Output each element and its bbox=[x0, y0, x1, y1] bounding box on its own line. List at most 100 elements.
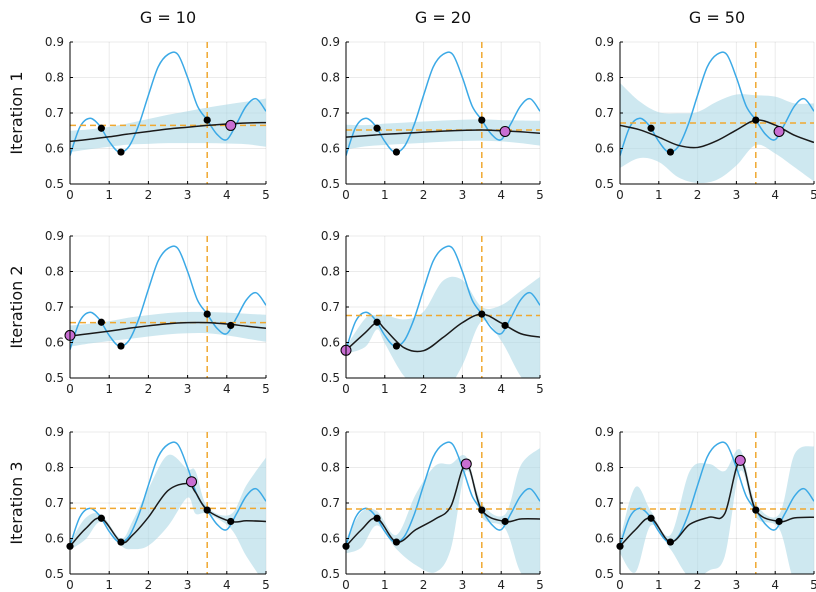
observed-point bbox=[647, 124, 655, 132]
x-tick-label: 3 bbox=[184, 188, 192, 202]
observed-point bbox=[227, 321, 235, 330]
y-tick-label: 0.6 bbox=[45, 532, 64, 546]
y-tick-label: 0.5 bbox=[595, 567, 614, 581]
x-tick-label: 5 bbox=[262, 188, 270, 202]
y-tick-label: 0.7 bbox=[595, 106, 614, 120]
confidence-band bbox=[620, 82, 814, 184]
x-tick-label: 1 bbox=[381, 382, 389, 396]
row-title-3: Iteration 3 bbox=[7, 461, 26, 544]
confidence-band bbox=[346, 119, 540, 150]
x-tick-label: 5 bbox=[262, 382, 270, 396]
x-tick-label: 0 bbox=[342, 188, 350, 202]
observed-point bbox=[97, 318, 105, 326]
y-tick-label: 0.5 bbox=[45, 177, 64, 191]
observed-point bbox=[203, 116, 211, 124]
observed-point bbox=[478, 116, 486, 124]
x-tick-label: 4 bbox=[497, 382, 505, 396]
y-tick-label: 0.8 bbox=[595, 461, 614, 475]
x-tick-label: 4 bbox=[771, 578, 779, 592]
x-tick-label: 1 bbox=[655, 188, 663, 202]
observed-point bbox=[227, 517, 235, 526]
panel-r1-c1: 0 1 2 3 4 5 0.5 0.6 0.7 0.8 0.9 bbox=[45, 35, 270, 202]
row-title-2: Iteration 2 bbox=[7, 265, 26, 348]
y-tick-label: 0.9 bbox=[45, 35, 64, 49]
y-tick-label: 0.5 bbox=[321, 177, 340, 191]
y-tick-label: 0.8 bbox=[595, 71, 614, 85]
observed-point bbox=[203, 310, 211, 318]
observed-point bbox=[666, 148, 675, 156]
panel-r1-c2: 0 1 2 3 4 5 0.5 0.6 0.7 0.8 0.9 bbox=[321, 35, 544, 202]
x-tick-label: 4 bbox=[497, 188, 505, 202]
x-tick-label: 5 bbox=[262, 578, 270, 592]
y-tick-label: 0.6 bbox=[595, 532, 614, 546]
observed-point bbox=[752, 116, 760, 124]
x-tick-label: 1 bbox=[655, 578, 663, 592]
x-tick-label: 4 bbox=[223, 578, 231, 592]
observed-point bbox=[501, 321, 509, 330]
y-tick-label: 0.5 bbox=[45, 371, 64, 385]
panel-r3-c2: 0 1 2 3 4 5 0.5 0.6 0.7 0.8 0.9 bbox=[321, 425, 544, 592]
next-sample-point bbox=[460, 458, 472, 470]
x-tick-label: 0 bbox=[342, 578, 350, 592]
panel-r2-c1: 0 1 2 3 4 5 0.5 0.6 0.7 0.8 0.9 bbox=[45, 229, 270, 396]
next-sample-point bbox=[734, 454, 746, 466]
observed-point bbox=[666, 538, 675, 546]
x-tick-label: 0 bbox=[66, 578, 74, 592]
observed-point bbox=[117, 148, 125, 156]
x-tick-label: 4 bbox=[223, 188, 231, 202]
x-tick-label: 4 bbox=[771, 188, 779, 202]
x-tick-label: 1 bbox=[105, 188, 113, 202]
x-tick-label: 4 bbox=[497, 578, 505, 592]
y-tick-label: 0.8 bbox=[45, 71, 64, 85]
observed-point bbox=[373, 514, 381, 522]
y-tick-label: 0.8 bbox=[321, 461, 340, 475]
confidence-band bbox=[346, 276, 540, 378]
column-title-2: G = 20 bbox=[415, 8, 471, 27]
y-tick-label: 0.7 bbox=[45, 300, 64, 314]
y-tick-label: 0.8 bbox=[321, 265, 340, 279]
x-tick-label: 1 bbox=[381, 188, 389, 202]
x-tick-label: 5 bbox=[536, 578, 544, 592]
observed-point bbox=[117, 538, 125, 546]
x-tick-label: 1 bbox=[105, 382, 113, 396]
x-tick-label: 0 bbox=[616, 188, 624, 202]
x-tick-label: 3 bbox=[459, 188, 467, 202]
x-tick-label: 3 bbox=[733, 578, 741, 592]
gridlines bbox=[69, 235, 267, 379]
observed-point bbox=[501, 517, 509, 526]
y-tick-label: 0.6 bbox=[321, 532, 340, 546]
x-tick-label: 0 bbox=[342, 382, 350, 396]
panel-r1-c3: 0 1 2 3 4 5 0.5 0.6 0.7 0.8 0.9 bbox=[595, 35, 816, 202]
y-tick-label: 0.8 bbox=[45, 265, 64, 279]
y-tick-label: 0.9 bbox=[45, 229, 64, 243]
x-tick-label: 3 bbox=[184, 578, 192, 592]
x-tick-label: 2 bbox=[145, 382, 153, 396]
y-tick-label: 0.5 bbox=[321, 371, 340, 385]
row-title-1: Iteration 1 bbox=[7, 71, 26, 154]
confidence-band bbox=[70, 454, 266, 574]
observed-point bbox=[647, 514, 655, 522]
observed-point bbox=[117, 342, 125, 350]
next-sample-point bbox=[225, 119, 237, 131]
y-tick-label: 0.7 bbox=[45, 106, 64, 120]
x-tick-label: 1 bbox=[381, 578, 389, 592]
y-tick-label: 0.9 bbox=[595, 35, 614, 49]
y-tick-label: 0.6 bbox=[321, 336, 340, 350]
observed-point bbox=[752, 506, 760, 514]
y-tick-label: 0.7 bbox=[321, 300, 340, 314]
x-tick-label: 0 bbox=[66, 188, 74, 202]
x-tick-label: 2 bbox=[694, 188, 702, 202]
x-tick-label: 2 bbox=[420, 578, 428, 592]
panel-r3-c3: 0 1 2 3 4 5 0.5 0.6 0.7 0.8 0.9 bbox=[595, 425, 816, 592]
y-tick-label: 0.8 bbox=[321, 71, 340, 85]
y-tick-label: 0.6 bbox=[595, 142, 614, 156]
y-tick-label: 0.6 bbox=[45, 336, 64, 350]
gridlines bbox=[345, 41, 541, 185]
y-tick-label: 0.7 bbox=[321, 106, 340, 120]
observed-point bbox=[97, 514, 105, 522]
x-tick-label: 5 bbox=[810, 578, 816, 592]
confidence-band bbox=[70, 98, 266, 153]
x-tick-label: 4 bbox=[223, 382, 231, 396]
y-tick-label: 0.5 bbox=[45, 567, 64, 581]
